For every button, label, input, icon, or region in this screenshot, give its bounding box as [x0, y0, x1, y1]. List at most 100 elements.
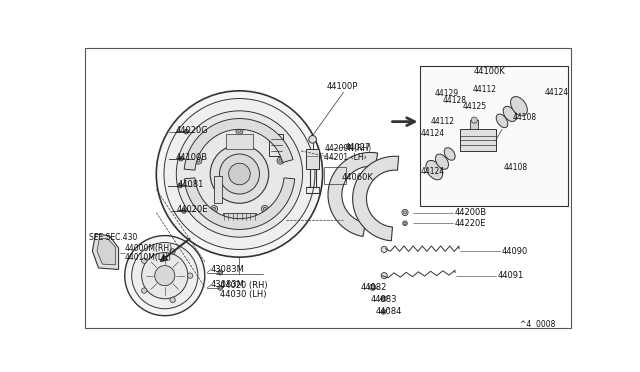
Circle shape	[197, 159, 200, 162]
Circle shape	[179, 156, 183, 161]
Polygon shape	[184, 178, 294, 230]
Bar	[470, 120, 478, 129]
Text: 44020G: 44020G	[175, 126, 208, 135]
Bar	[460, 129, 496, 151]
Circle shape	[156, 91, 323, 257]
Text: 44060K: 44060K	[342, 173, 374, 182]
Text: 44020E: 44020E	[177, 205, 209, 214]
Text: 44200B: 44200B	[454, 208, 486, 217]
Text: 43083M: 43083M	[211, 280, 245, 289]
Circle shape	[263, 207, 266, 211]
Circle shape	[261, 205, 268, 212]
Circle shape	[236, 128, 243, 134]
Text: 44125: 44125	[463, 102, 487, 111]
Text: 44201 ‹LH›: 44201 ‹LH›	[324, 153, 367, 162]
Circle shape	[471, 117, 477, 123]
Circle shape	[369, 284, 376, 290]
Circle shape	[155, 266, 175, 286]
Ellipse shape	[426, 160, 443, 180]
Text: ^4  0008: ^4 0008	[520, 320, 556, 328]
Circle shape	[164, 99, 315, 250]
Text: 44124: 44124	[420, 167, 445, 176]
Text: 44124: 44124	[420, 129, 445, 138]
Ellipse shape	[511, 97, 527, 116]
Circle shape	[381, 310, 386, 314]
Text: 44027: 44027	[345, 142, 371, 151]
Circle shape	[382, 297, 385, 300]
Text: 44081: 44081	[177, 180, 204, 189]
Text: 44030 (LH): 44030 (LH)	[220, 291, 267, 299]
Circle shape	[211, 205, 218, 212]
Polygon shape	[92, 234, 118, 269]
Circle shape	[195, 157, 202, 164]
Text: 44112: 44112	[473, 85, 497, 94]
Ellipse shape	[444, 148, 455, 160]
Text: 44200N(RH): 44200N(RH)	[324, 144, 371, 153]
Circle shape	[178, 183, 182, 188]
Circle shape	[228, 163, 250, 185]
Circle shape	[403, 211, 406, 214]
Text: 44129: 44129	[435, 89, 458, 97]
Circle shape	[183, 210, 185, 212]
Ellipse shape	[503, 106, 516, 122]
Circle shape	[381, 273, 387, 279]
Text: 44020 (RH): 44020 (RH)	[220, 281, 268, 290]
Circle shape	[141, 288, 147, 293]
Bar	[420, 66, 568, 206]
Text: 44000M(RH): 44000M(RH)	[125, 244, 173, 253]
Circle shape	[141, 258, 147, 263]
Text: 44100K: 44100K	[474, 67, 506, 76]
Bar	[269, 134, 284, 155]
Text: 44082: 44082	[360, 283, 387, 292]
Circle shape	[184, 129, 189, 134]
Text: 44100B: 44100B	[175, 153, 207, 161]
Circle shape	[170, 249, 175, 254]
Circle shape	[218, 270, 223, 275]
Circle shape	[210, 145, 269, 203]
Text: 44091: 44091	[497, 271, 524, 280]
Bar	[307, 148, 319, 169]
Circle shape	[180, 157, 182, 160]
Circle shape	[403, 221, 407, 225]
Circle shape	[182, 209, 186, 213]
Circle shape	[212, 207, 216, 211]
Ellipse shape	[435, 154, 449, 169]
Circle shape	[381, 246, 387, 253]
Circle shape	[219, 272, 221, 274]
Text: 44220E: 44220E	[454, 219, 486, 228]
Text: 44010M(LH): 44010M(LH)	[125, 253, 172, 262]
Polygon shape	[328, 153, 378, 237]
Bar	[223, 212, 257, 220]
Circle shape	[277, 157, 284, 164]
Circle shape	[141, 253, 188, 299]
Circle shape	[170, 297, 175, 302]
Bar	[324, 167, 346, 184]
Circle shape	[308, 135, 316, 143]
Circle shape	[218, 286, 223, 290]
Text: 44108: 44108	[504, 163, 528, 172]
Circle shape	[176, 111, 303, 237]
Circle shape	[381, 296, 386, 301]
Circle shape	[185, 131, 188, 133]
Circle shape	[220, 154, 259, 194]
Polygon shape	[184, 119, 293, 170]
Polygon shape	[97, 239, 115, 265]
Circle shape	[219, 287, 221, 289]
Bar	[225, 134, 253, 150]
Circle shape	[132, 243, 198, 309]
Text: SEE SEC.430: SEE SEC.430	[90, 232, 138, 242]
Circle shape	[371, 286, 374, 289]
Text: 44083: 44083	[371, 295, 397, 304]
Circle shape	[188, 273, 193, 278]
Circle shape	[404, 222, 406, 224]
Circle shape	[279, 159, 282, 162]
Circle shape	[238, 129, 241, 132]
Text: 44124: 44124	[545, 88, 568, 97]
Ellipse shape	[496, 114, 508, 128]
Bar	[214, 176, 221, 203]
Polygon shape	[353, 156, 399, 241]
Text: 44128: 44128	[443, 96, 467, 105]
Text: 44090: 44090	[501, 247, 527, 256]
Text: 44112: 44112	[431, 117, 454, 126]
Text: 44084: 44084	[376, 307, 402, 316]
